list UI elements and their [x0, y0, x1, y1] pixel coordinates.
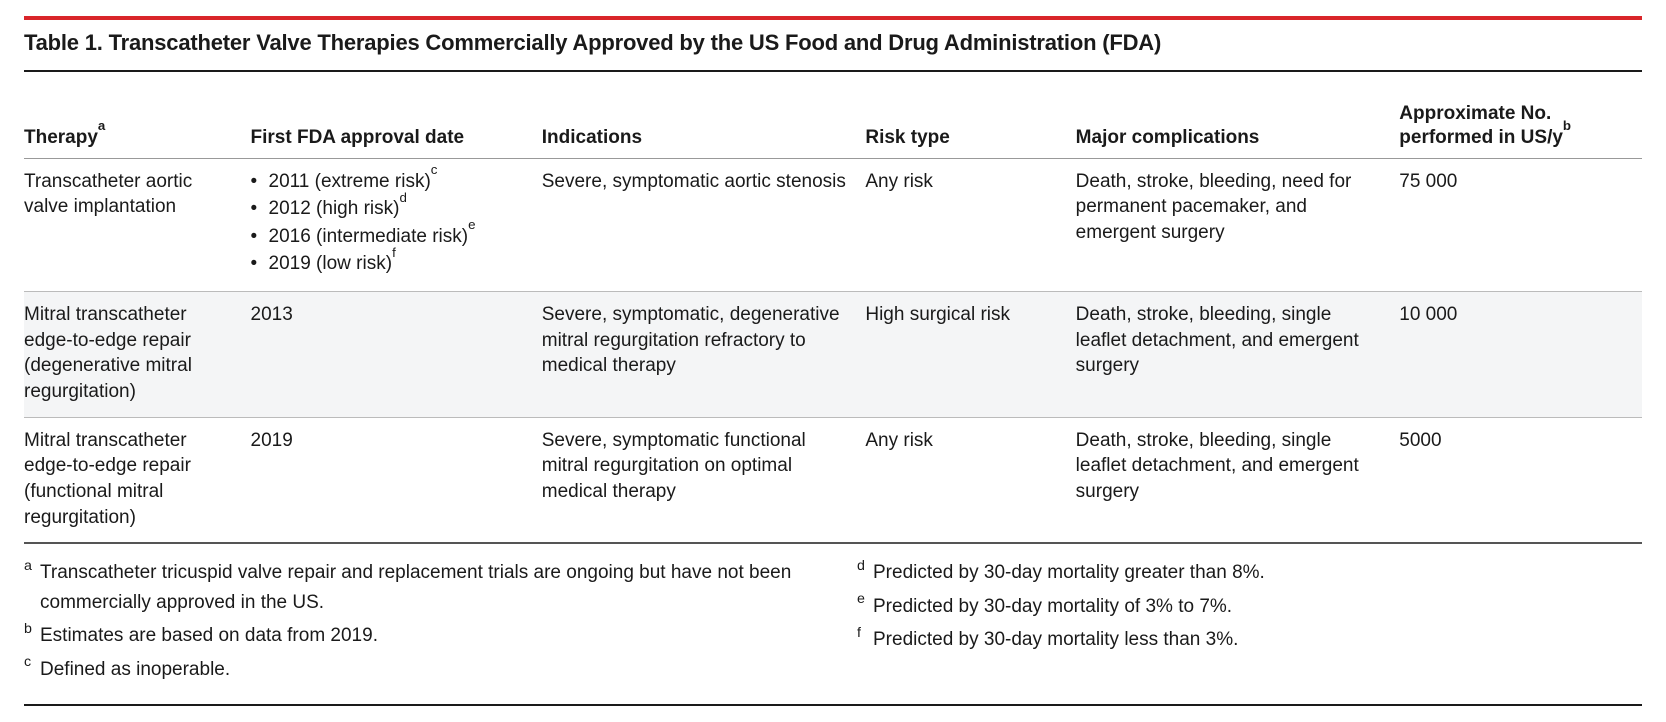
- footnote: dPredicted by 30-day mortality greater t…: [857, 558, 1642, 587]
- table-cell: High surgical risk: [865, 292, 1075, 418]
- table-cell: 2013: [251, 292, 542, 418]
- table-header-row: TherapyaFirst FDA approval dateIndicatio…: [24, 72, 1642, 158]
- table-cell: 10 000: [1399, 292, 1642, 418]
- table-row: Mitral transcatheter edge-to-edge repair…: [24, 417, 1642, 543]
- col-header-indications: Indications: [542, 72, 866, 158]
- data-table: TherapyaFirst FDA approval dateIndicatio…: [24, 72, 1642, 544]
- col-header-risk: Risk type: [865, 72, 1075, 158]
- table-cell: Severe, symptomatic, degenerative mitral…: [542, 292, 866, 418]
- table-cell: Any risk: [865, 417, 1075, 543]
- table-row: Transcatheter aortic valve implantation2…: [24, 158, 1642, 292]
- table-cell: Transcatheter aortic valve implantation: [24, 158, 251, 292]
- table-cell: Death, stroke, bleeding, single leaflet …: [1076, 292, 1400, 418]
- table-cell: Any risk: [865, 158, 1075, 292]
- footnote: bEstimates are based on data from 2019.: [24, 621, 809, 650]
- table-cell: Death, stroke, bleeding, single leaflet …: [1076, 417, 1400, 543]
- footnotes-left-col: aTranscatheter tricuspid valve repair an…: [24, 554, 809, 688]
- table-cell: Mitral transcatheter edge-to-edge repair…: [24, 417, 251, 543]
- footnotes-right-col: dPredicted by 30-day mortality greater t…: [857, 554, 1642, 688]
- table-cell: Mitral transcatheter edge-to-edge repair…: [24, 292, 251, 418]
- col-header-approval: First FDA approval date: [251, 72, 542, 158]
- col-header-count: Approximate No. performed in US/yb: [1399, 72, 1642, 158]
- table-body: Transcatheter aortic valve implantation2…: [24, 158, 1642, 543]
- table-container: Table 1. Transcatheter Valve Therapies C…: [24, 16, 1642, 706]
- table-cell: Death, stroke, bleeding, need for perman…: [1076, 158, 1400, 292]
- table-cell: 75 000: [1399, 158, 1642, 292]
- table-title: Table 1. Transcatheter Valve Therapies C…: [24, 20, 1642, 72]
- table-cell: Severe, symptomatic functional mitral re…: [542, 417, 866, 543]
- table-cell: 2019: [251, 417, 542, 543]
- footnote: aTranscatheter tricuspid valve repair an…: [24, 558, 809, 617]
- table-cell: 5000: [1399, 417, 1642, 543]
- footnote: ePredicted by 30-day mortality of 3% to …: [857, 592, 1642, 621]
- footnotes: aTranscatheter tricuspid valve repair an…: [24, 544, 1642, 706]
- table-row: Mitral transcatheter edge-to-edge repair…: [24, 292, 1642, 418]
- table-cell: Severe, symptomatic aortic stenosis: [542, 158, 866, 292]
- footnote: cDefined as inoperable.: [24, 655, 809, 684]
- col-header-complications: Major complications: [1076, 72, 1400, 158]
- col-header-therapy: Therapya: [24, 72, 251, 158]
- table-cell: 2011 (extreme risk)c2012 (high risk)d201…: [251, 158, 542, 292]
- footnote: fPredicted by 30-day mortality less than…: [857, 625, 1642, 654]
